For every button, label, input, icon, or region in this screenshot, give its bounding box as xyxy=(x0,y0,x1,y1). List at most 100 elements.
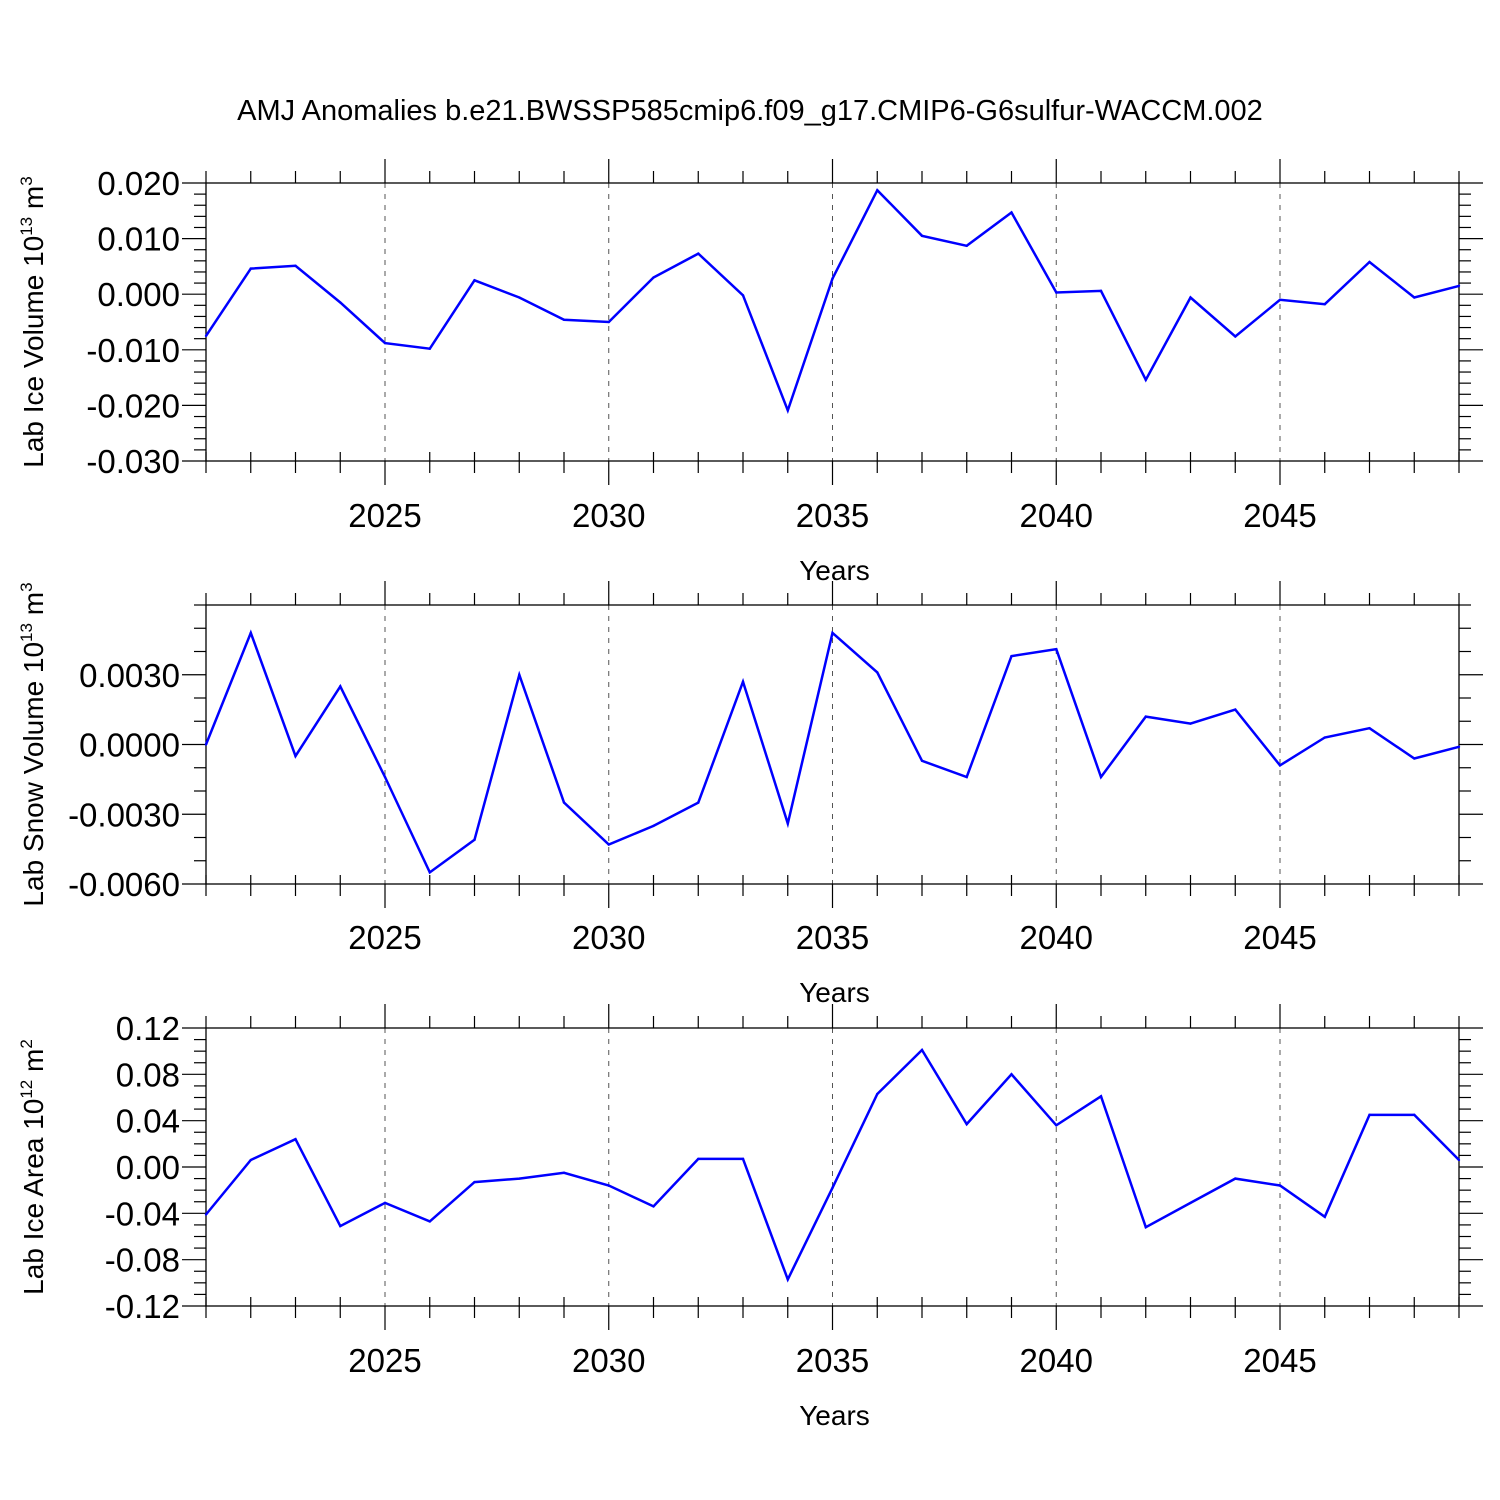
data-point xyxy=(428,1220,431,1223)
data-point xyxy=(1144,1226,1147,1229)
x-tick-label: 2040 xyxy=(1020,1342,1093,1379)
y-tick-label: -0.08 xyxy=(105,1242,180,1279)
data-point xyxy=(1234,335,1237,338)
data-point xyxy=(965,244,968,248)
x-tick-label: 2025 xyxy=(348,1342,421,1379)
data-point xyxy=(383,1201,387,1205)
panel-2: -0.0060 -0.0030 0.0000 0.0030 2025 2030 2035 20… xyxy=(17,581,1483,1008)
panel-1: -0.030 -0.020 -0.010 0.000 0.010 0.020 2025 203… xyxy=(17,159,1483,586)
data-point xyxy=(204,1213,208,1216)
data-point xyxy=(786,1278,789,1281)
y-axis-label: Lab Ice Area 1012 m2 xyxy=(17,1039,49,1295)
y-tick-label: 0.0030 xyxy=(79,657,180,694)
data-point xyxy=(831,631,834,635)
data-point xyxy=(294,754,297,758)
data-point xyxy=(1323,736,1326,739)
data-point xyxy=(383,341,387,345)
x-tick-label: 2040 xyxy=(1020,497,1093,534)
data-point xyxy=(1055,291,1058,294)
data-point xyxy=(1368,260,1371,264)
x-tick-label: 2045 xyxy=(1243,497,1316,534)
x-tick-label: 2040 xyxy=(1020,919,1093,956)
x-axis-label: Years xyxy=(799,977,870,1008)
data-point xyxy=(249,631,252,635)
plot-frame xyxy=(205,1027,1460,1307)
data-point xyxy=(1010,211,1013,214)
data-point xyxy=(1189,722,1192,725)
data-point xyxy=(1234,1177,1237,1180)
x-tick-label: 2045 xyxy=(1243,919,1316,956)
data-point xyxy=(339,1224,342,1228)
data-point xyxy=(1368,1113,1371,1117)
data-point xyxy=(1189,1201,1192,1205)
y-tick-label: -0.12 xyxy=(105,1288,180,1325)
data-point xyxy=(831,277,834,280)
y-tick-label: -0.0030 xyxy=(68,796,180,833)
data-point xyxy=(741,680,745,683)
data-point xyxy=(1010,1073,1013,1076)
data-point xyxy=(697,252,700,255)
y-tick-label: 0.010 xyxy=(97,221,180,258)
data-point xyxy=(920,234,924,238)
data-point xyxy=(473,838,476,842)
data-point xyxy=(1323,303,1326,306)
data-point xyxy=(741,1157,745,1161)
data-point xyxy=(249,267,252,270)
data-point xyxy=(697,1157,700,1161)
data-point xyxy=(831,1186,834,1190)
data-point xyxy=(1144,715,1147,718)
data-point xyxy=(652,1205,655,1208)
x-tick-label: 2030 xyxy=(572,1342,645,1379)
panel-3: -0.12 -0.08 -0.04 0.00 0.04 0.08 0.12 2025 2030 2… xyxy=(17,1004,1483,1431)
x-axis-label: Years xyxy=(799,555,870,586)
data-point xyxy=(562,1171,566,1174)
data-point xyxy=(1055,1124,1058,1127)
x-tick-label: 2035 xyxy=(796,497,869,534)
data-point xyxy=(1099,1095,1103,1098)
data-point xyxy=(965,1122,968,1126)
data-point xyxy=(204,334,208,338)
data-point xyxy=(1099,775,1103,779)
data-point xyxy=(1278,764,1282,767)
chart-title: AMJ Anomalies b.e21.BWSSP585cmip6.f09_g1… xyxy=(237,95,1263,127)
y-tick-label: -0.020 xyxy=(86,387,180,424)
plot-frame xyxy=(205,604,1460,885)
data-point xyxy=(1144,378,1147,382)
data-point xyxy=(607,320,610,324)
x-tick-label: 2045 xyxy=(1243,1342,1316,1379)
data-point xyxy=(249,1158,252,1162)
data-point xyxy=(1234,708,1237,711)
data-point xyxy=(428,871,431,874)
y-tick-label: 0.00 xyxy=(116,1149,180,1186)
data-point xyxy=(876,1092,879,1096)
x-tick-label: 2025 xyxy=(348,497,421,534)
y-tick-label: 0.12 xyxy=(116,1010,180,1047)
data-point xyxy=(1055,647,1058,651)
x-tick-label: 2030 xyxy=(572,919,645,956)
data-point xyxy=(1457,745,1461,749)
y-tick-label: -0.0060 xyxy=(68,866,180,903)
data-point xyxy=(428,347,431,350)
data-point xyxy=(920,759,924,762)
y-tick-label: 0.08 xyxy=(116,1056,180,1093)
data-point xyxy=(1413,296,1416,299)
data-point xyxy=(473,279,476,282)
x-tick-label: 2035 xyxy=(796,1342,869,1379)
data-point xyxy=(1413,1113,1416,1117)
y-tick-label: -0.04 xyxy=(105,1195,180,1232)
data-point xyxy=(876,671,879,674)
data-point xyxy=(1413,757,1416,760)
data-point xyxy=(1278,1184,1282,1187)
data-point xyxy=(383,775,387,779)
data-point xyxy=(518,296,521,299)
data-point xyxy=(1278,298,1282,301)
data-point xyxy=(876,189,879,192)
data-point xyxy=(1099,289,1103,293)
y-tick-label: 0.000 xyxy=(97,276,180,313)
data-point xyxy=(607,843,610,846)
plot-frame xyxy=(205,182,1460,462)
data-line xyxy=(204,188,1460,415)
data-point xyxy=(294,264,297,268)
y-tick-label: -0.010 xyxy=(86,332,180,369)
